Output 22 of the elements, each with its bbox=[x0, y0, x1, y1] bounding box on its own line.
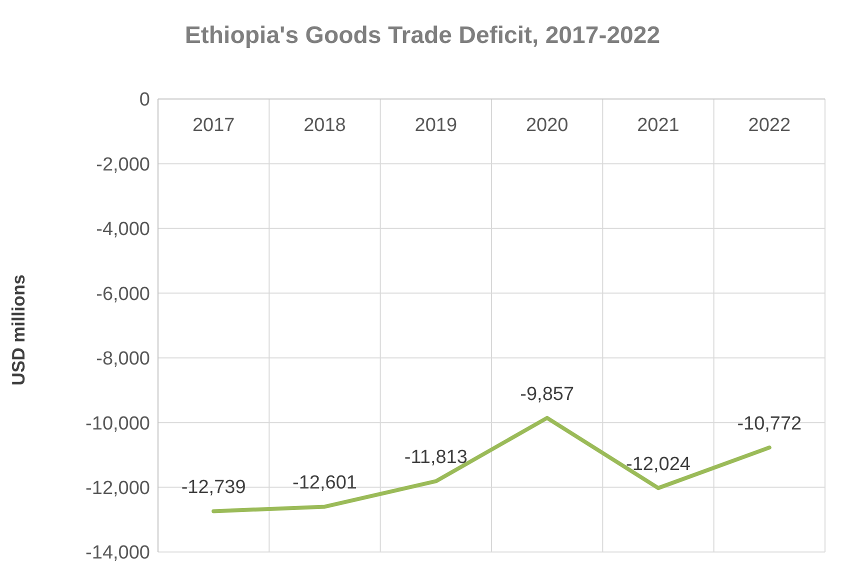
y-tick-label: 0 bbox=[139, 90, 150, 111]
data-label: -10,772 bbox=[737, 414, 802, 435]
data-label: -12,601 bbox=[292, 472, 357, 494]
data-label: -9,857 bbox=[520, 384, 574, 405]
y-tick-label: -12,000 bbox=[86, 478, 150, 500]
y-tick-label: -10,000 bbox=[86, 413, 150, 434]
y-tick-label: -2,000 bbox=[96, 154, 150, 176]
x-tick-label: 2022 bbox=[748, 115, 791, 136]
x-tick-label: 2017 bbox=[192, 115, 235, 136]
data-label: -11,813 bbox=[404, 447, 468, 468]
x-tick-label: 2021 bbox=[637, 115, 680, 136]
x-tick-label: 2020 bbox=[526, 115, 568, 136]
data-label: -12,024 bbox=[626, 454, 691, 476]
y-tick-label: -4,000 bbox=[96, 219, 150, 240]
chart-title: Ethiopia's Goods Trade Deficit, 2017-2022 bbox=[184, 22, 662, 50]
data-label: -12,739 bbox=[181, 477, 246, 498]
y-tick-label: -14,000 bbox=[86, 542, 150, 564]
x-tick-label: 2018 bbox=[304, 115, 346, 136]
y-tick-label: -6,000 bbox=[96, 284, 150, 305]
y-axis-title: USD millions bbox=[8, 274, 28, 386]
y-tick-label: -8,000 bbox=[96, 348, 150, 370]
x-tick-label: 2019 bbox=[414, 115, 458, 136]
